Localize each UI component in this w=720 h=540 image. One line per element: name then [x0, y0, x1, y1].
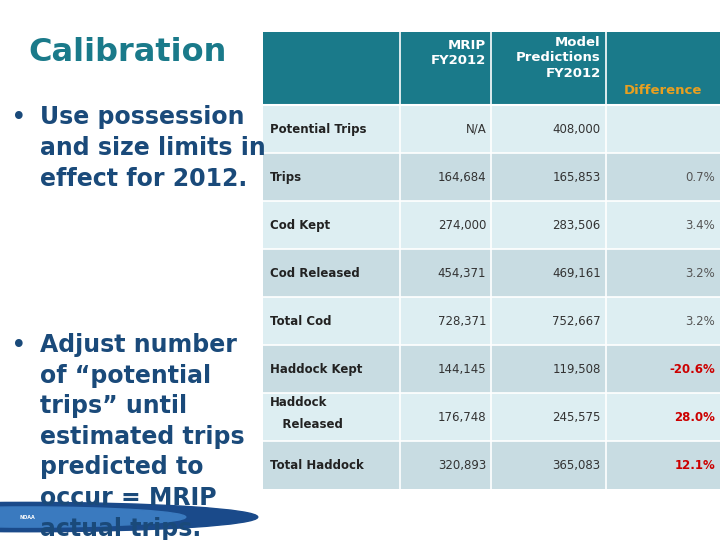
Text: FISHERIES: FISHERIES: [99, 510, 163, 524]
Text: Haddock: Haddock: [270, 396, 328, 409]
Bar: [263, 346, 720, 393]
Text: 164,684: 164,684: [438, 171, 487, 184]
Circle shape: [0, 507, 186, 527]
Text: Use possession
and size limits in
effect for 2012.: Use possession and size limits in effect…: [40, 105, 266, 191]
Text: 274,000: 274,000: [438, 219, 487, 232]
Text: -20.6%: -20.6%: [669, 363, 715, 376]
Text: 245,575: 245,575: [552, 411, 600, 424]
Text: •: •: [11, 333, 27, 359]
Text: Haddock Kept: Haddock Kept: [270, 363, 362, 376]
Text: 408,000: 408,000: [552, 123, 600, 136]
Text: 3.2%: 3.2%: [685, 315, 715, 328]
Text: 283,506: 283,506: [552, 219, 600, 232]
Text: Difference: Difference: [624, 84, 702, 97]
Bar: [263, 393, 720, 441]
Bar: [263, 105, 720, 153]
Text: Cod Released: Cod Released: [270, 267, 360, 280]
Text: 0.7%: 0.7%: [685, 171, 715, 184]
Text: Calibration: Calibration: [29, 37, 228, 68]
Text: Total Haddock: Total Haddock: [270, 459, 364, 472]
Text: Adjust number
of “potential
trips” until
estimated trips
predicted to
occur = MR: Adjust number of “potential trips” until…: [40, 333, 244, 540]
Text: N/A: N/A: [466, 123, 487, 136]
Text: Released: Released: [270, 418, 343, 431]
Text: 454,371: 454,371: [438, 267, 487, 280]
Text: 320,893: 320,893: [438, 459, 487, 472]
Bar: [263, 32, 720, 105]
Text: Total Cod: Total Cod: [270, 315, 331, 328]
Text: 28.0%: 28.0%: [674, 411, 715, 424]
Text: 119,508: 119,508: [552, 363, 600, 376]
Text: •: •: [11, 105, 27, 131]
Text: 165,853: 165,853: [552, 171, 600, 184]
Bar: [263, 249, 720, 298]
Text: Cod Kept: Cod Kept: [270, 219, 330, 232]
Circle shape: [0, 502, 258, 532]
Text: 3.2%: 3.2%: [685, 267, 715, 280]
Text: Model
Predictions
FY2012: Model Predictions FY2012: [516, 36, 600, 79]
Text: 12.1%: 12.1%: [674, 459, 715, 472]
Text: NOAA: NOAA: [19, 515, 35, 519]
Text: Trips: Trips: [270, 171, 302, 184]
Text: NOAA: NOAA: [54, 510, 94, 524]
Text: 752,667: 752,667: [552, 315, 600, 328]
Text: 728,371: 728,371: [438, 315, 487, 328]
Bar: [263, 201, 720, 249]
Text: Potential Trips: Potential Trips: [270, 123, 366, 136]
Bar: [263, 298, 720, 346]
Text: 365,083: 365,083: [552, 459, 600, 472]
Bar: [263, 153, 720, 201]
Text: 176,748: 176,748: [438, 411, 487, 424]
Bar: [263, 441, 720, 489]
Text: 3.4%: 3.4%: [685, 219, 715, 232]
Text: 469,161: 469,161: [552, 267, 600, 280]
Text: 144,145: 144,145: [438, 363, 487, 376]
Text: MRIP
FY2012: MRIP FY2012: [431, 39, 487, 68]
